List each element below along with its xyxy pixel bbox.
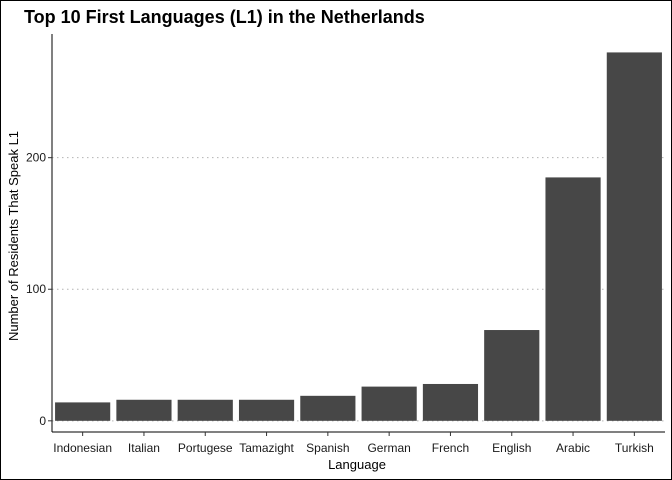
x-tick-label: German xyxy=(367,441,410,455)
bars xyxy=(55,52,662,421)
y-tick-label: 0 xyxy=(39,414,46,428)
bar-tamazight xyxy=(238,399,295,421)
bar-arabic xyxy=(545,177,601,421)
x-axis-title: Language xyxy=(328,457,386,472)
x-tick-label: French xyxy=(432,441,469,455)
bar-indonesian xyxy=(55,402,111,421)
x-tick-label: Italian xyxy=(128,441,160,455)
x-tick-label: Spanish xyxy=(306,441,349,455)
bar-german xyxy=(361,386,417,421)
x-tick-label: Arabic xyxy=(556,441,590,455)
y-tick-label: 200 xyxy=(26,151,46,165)
y-ticks: 0 100 200 xyxy=(26,151,52,428)
x-ticks: Indonesian Italian Portugese Tamazight Spani… xyxy=(53,432,654,455)
bar-french xyxy=(422,383,479,421)
y-tick-label: 100 xyxy=(26,282,46,296)
axes xyxy=(51,34,665,433)
x-tick-label: Tamazight xyxy=(239,441,294,455)
bar-spanish xyxy=(300,395,356,421)
chart-title: Top 10 First Languages (L1) in the Nethe… xyxy=(24,7,425,27)
x-tick-label: Turkish xyxy=(615,441,654,455)
bar-italian xyxy=(116,399,172,421)
bar-turkish xyxy=(606,52,662,421)
x-tick-label: English xyxy=(492,441,531,455)
x-tick-label: Indonesian xyxy=(53,441,112,455)
bar-english xyxy=(484,330,540,421)
bar-portugese xyxy=(177,399,233,421)
x-tick-label: Portugese xyxy=(178,441,233,455)
y-axis-title: Number of Residents That Speak L1 xyxy=(6,131,21,341)
